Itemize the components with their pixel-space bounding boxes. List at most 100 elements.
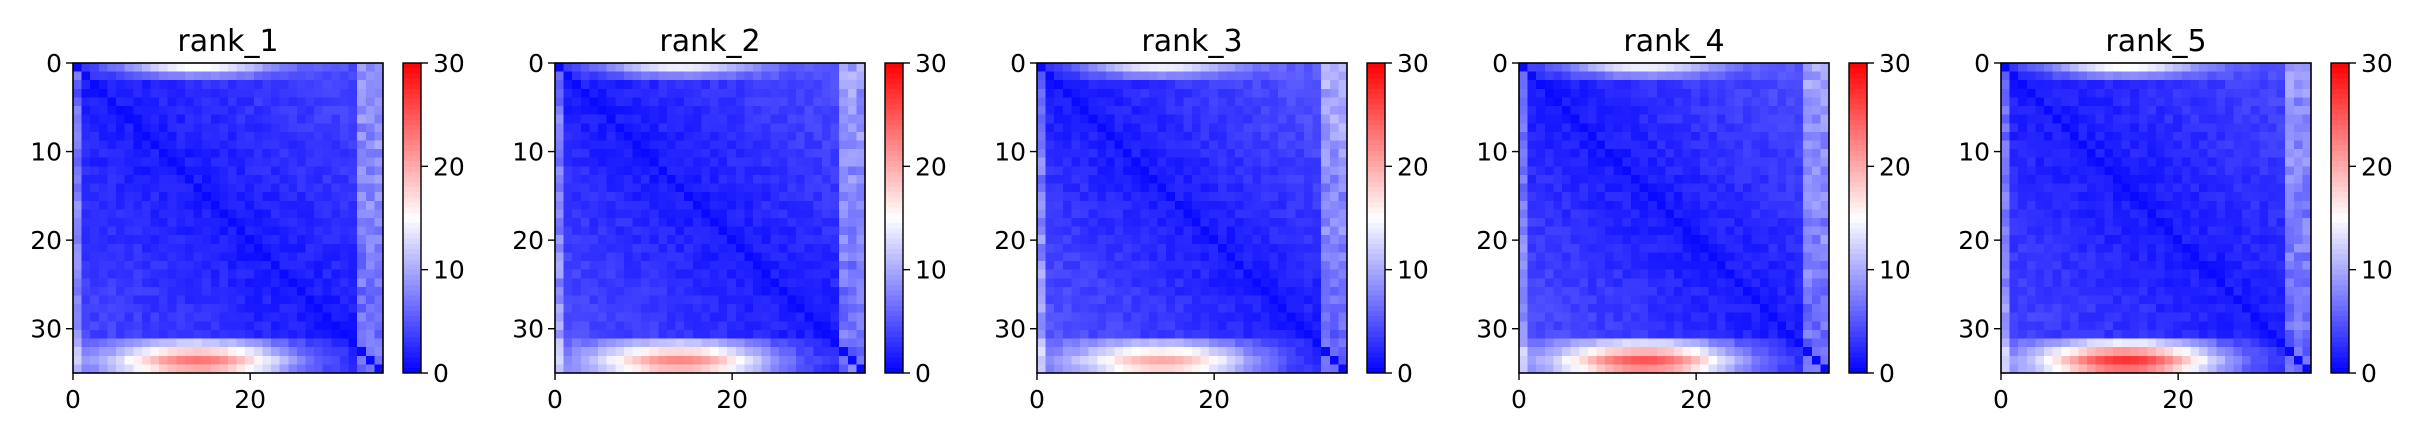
heatmap-cell	[735, 192, 746, 202]
heatmap-cell	[1536, 97, 1546, 107]
colorbar-frame	[1366, 62, 1386, 374]
heatmap-cell	[1639, 157, 1649, 167]
heatmap-cell	[606, 226, 616, 236]
heatmap-cell	[210, 97, 220, 107]
heatmap-cell	[632, 209, 642, 219]
heatmap-cell	[1777, 174, 1787, 185]
heatmap-cell	[804, 243, 814, 254]
heatmap-cell	[1570, 166, 1580, 176]
heatmap-cell	[1183, 321, 1193, 331]
y-tick-label: 0	[528, 49, 544, 78]
heatmap-cell	[1097, 183, 1107, 193]
heatmap-cell	[296, 218, 307, 228]
colorbar-band	[1367, 135, 1385, 142]
heatmap-cell	[348, 278, 358, 288]
heatmap-cell	[563, 131, 573, 142]
heatmap-cell	[555, 166, 565, 176]
heatmap-cell	[778, 166, 789, 176]
heatmap-cell	[761, 166, 771, 176]
heatmap-cell	[1682, 114, 1692, 124]
heatmap-cell	[1820, 192, 1830, 202]
heatmap-cell	[1338, 295, 1348, 305]
heatmap-cell	[1166, 355, 1176, 365]
heatmap-cell	[1605, 218, 1615, 228]
heatmap-cell	[1717, 140, 1727, 150]
heatmap-cell	[81, 209, 91, 219]
heatmap-cell	[236, 269, 246, 279]
heatmap-cell	[357, 312, 367, 322]
heatmap-cell	[1665, 174, 1675, 185]
heatmap-cell	[1329, 140, 1339, 150]
heatmap-cell	[839, 364, 849, 374]
heatmap-cell	[1054, 278, 1064, 288]
heatmap-cell	[1630, 71, 1641, 81]
heatmap-cell	[81, 364, 91, 374]
heatmap-cell	[572, 269, 582, 279]
heatmap-cell	[1562, 123, 1572, 133]
heatmap-cell	[658, 312, 668, 322]
heatmap-cell	[124, 304, 134, 314]
heatmap-cell	[641, 209, 651, 219]
heatmap-cell	[641, 252, 651, 262]
heatmap-cell	[856, 88, 866, 99]
heatmap-cell	[632, 338, 642, 348]
heatmap-cell	[1665, 71, 1675, 81]
heatmap-cell	[666, 80, 677, 90]
heatmap-cell	[787, 226, 797, 236]
heatmap-cell	[1286, 149, 1296, 159]
heatmap-cell	[331, 131, 341, 142]
heatmap-cell	[1338, 364, 1348, 374]
heatmap-cell	[1751, 209, 1761, 219]
heatmap-cell	[279, 88, 289, 99]
heatmap-cell	[1217, 114, 1228, 124]
heatmap-cell	[193, 364, 203, 374]
heatmap-cell	[296, 200, 307, 210]
heatmap-cell	[1140, 157, 1150, 167]
heatmap-cell	[839, 209, 849, 219]
heatmap-cell	[305, 278, 315, 288]
heatmap-cell	[555, 218, 565, 228]
heatmap-cell	[228, 226, 238, 236]
heatmap-cell	[1140, 243, 1150, 254]
heatmap-cell	[1570, 157, 1580, 167]
heatmap-cell	[710, 321, 720, 331]
heatmap-cell	[98, 174, 109, 185]
heatmap-cell	[116, 88, 126, 99]
heatmap-cell	[1062, 235, 1073, 245]
heatmap-cell	[563, 106, 573, 116]
heatmap-cell	[735, 80, 746, 90]
heatmap-cell	[830, 226, 840, 236]
heatmap-cell	[202, 106, 212, 116]
heatmap-cell	[1071, 364, 1081, 374]
heatmap-cell	[150, 295, 160, 305]
heatmap-cell	[1338, 278, 1348, 288]
heatmap-cell	[701, 295, 711, 305]
heatmap-cell	[606, 106, 616, 116]
heatmap-cell	[718, 80, 728, 90]
heatmap-cell	[1751, 149, 1761, 159]
colorbar-band	[1367, 145, 1385, 152]
heatmap-cell	[1278, 278, 1288, 288]
heatmap-cell	[1243, 97, 1253, 107]
colorbar-band	[1367, 176, 1385, 183]
heatmap-cell	[1527, 235, 1537, 245]
heatmap-cell	[770, 235, 780, 245]
heatmap-cell	[1166, 295, 1176, 305]
heatmap-cell	[193, 235, 203, 245]
heatmap-cell	[563, 149, 573, 159]
heatmap-cell	[1682, 166, 1692, 176]
heatmap-cell	[1269, 304, 1279, 314]
heatmap-cell	[1200, 106, 1210, 116]
heatmap-cell	[124, 347, 134, 357]
heatmap-cell	[159, 269, 169, 279]
heatmap-cell	[1080, 295, 1090, 305]
heatmap-cell	[236, 312, 246, 322]
heatmap-cell	[1131, 235, 1141, 245]
heatmap-cell	[1088, 192, 1098, 202]
heatmap-cell	[632, 286, 642, 297]
heatmap-cell	[1269, 97, 1279, 107]
heatmap-cell	[598, 174, 608, 185]
heatmap-cell	[684, 278, 694, 288]
heatmap-cell	[245, 97, 255, 107]
heatmap-cell	[262, 312, 272, 322]
